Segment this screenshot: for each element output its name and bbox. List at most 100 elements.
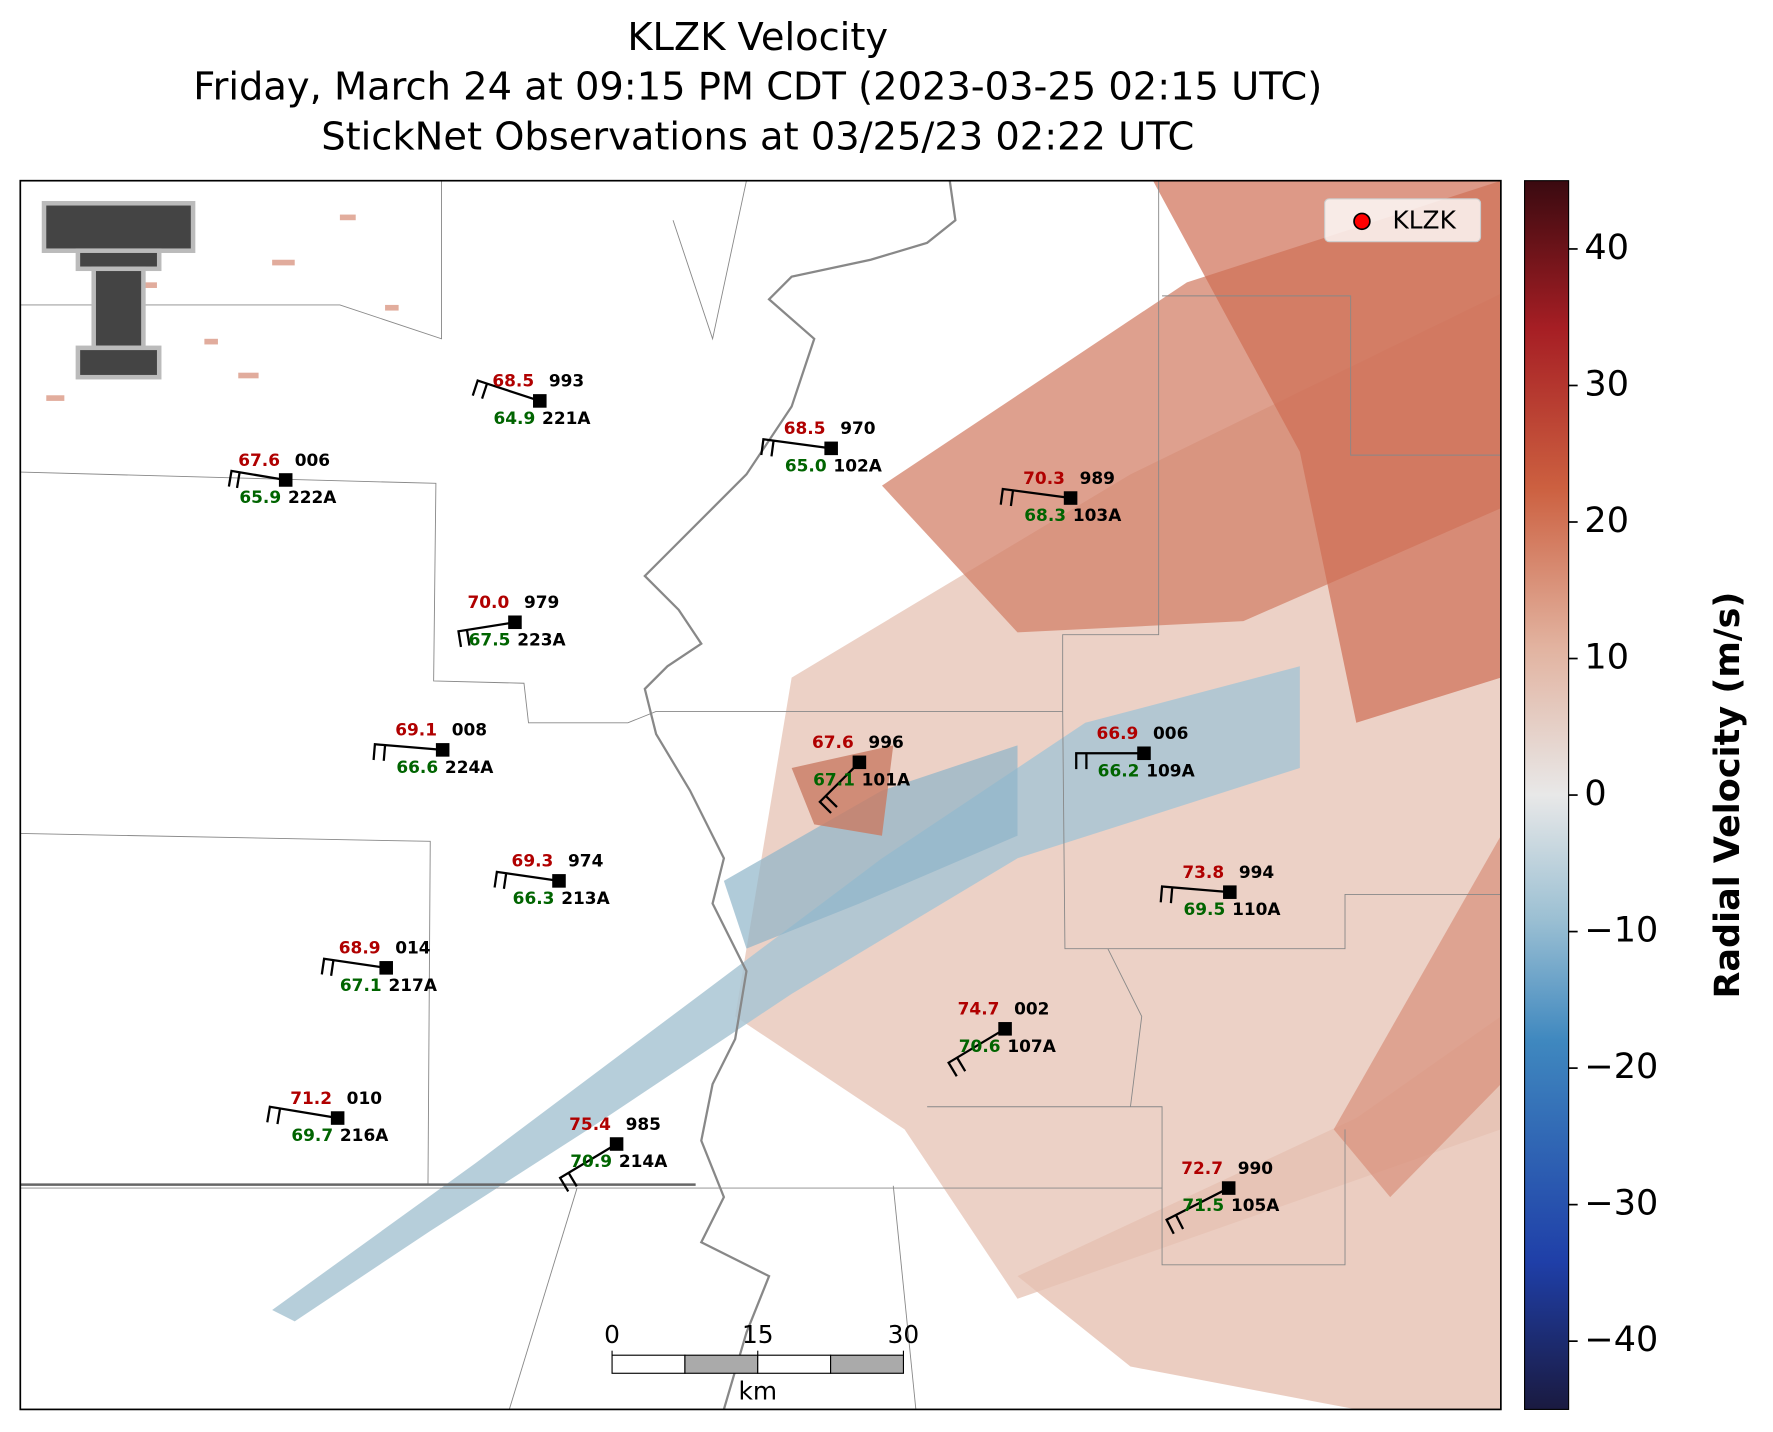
station-id: 223A bbox=[517, 629, 566, 649]
wind-barb bbox=[818, 761, 861, 814]
wind-barb bbox=[372, 743, 443, 761]
station-id: 102A bbox=[833, 455, 882, 475]
logo bbox=[41, 201, 196, 380]
dewpoint: 67.5 bbox=[469, 629, 511, 649]
colorbar-tick-label: 30 bbox=[1584, 364, 1629, 404]
station-id: 216A bbox=[340, 1125, 389, 1145]
station-marker bbox=[1137, 746, 1151, 761]
title-line: StickNet Observations at 03/25/23 02:22 … bbox=[321, 114, 1194, 159]
wind-barb bbox=[760, 438, 832, 457]
temperature: 68.5 bbox=[492, 371, 534, 391]
temperature: 69.3 bbox=[512, 851, 554, 871]
wind-barb bbox=[227, 469, 286, 489]
colorbar-tick-label: 10 bbox=[1584, 638, 1629, 678]
station-marker bbox=[330, 1111, 345, 1125]
station-marker bbox=[1221, 1181, 1236, 1195]
station-id: 101A bbox=[862, 769, 911, 789]
station-id: 109A bbox=[1146, 760, 1195, 780]
map-frame bbox=[19, 179, 1502, 1411]
station-id: 217A bbox=[388, 975, 437, 995]
pressure: 002 bbox=[1014, 999, 1049, 1019]
station-marker bbox=[533, 394, 547, 408]
legend-label: KLZK bbox=[1392, 205, 1456, 234]
station-id: 105A bbox=[1231, 1195, 1280, 1215]
wind-barb bbox=[947, 1027, 1006, 1077]
dewpoint: 67.1 bbox=[813, 769, 855, 789]
colorbar bbox=[1524, 180, 1570, 1410]
station-marker bbox=[1223, 885, 1237, 899]
scale-label: 15 bbox=[742, 1320, 774, 1349]
dewpoint: 65.0 bbox=[785, 455, 827, 475]
colorbar-tick-label: −30 bbox=[1584, 1184, 1658, 1224]
station-marker bbox=[824, 441, 838, 456]
pressure: 970 bbox=[840, 418, 875, 438]
pressure: 006 bbox=[295, 450, 330, 470]
dewpoint: 65.9 bbox=[239, 487, 281, 507]
dewpoint: 66.6 bbox=[396, 757, 438, 777]
legend-marker bbox=[1353, 212, 1371, 231]
temperature: 66.9 bbox=[1097, 723, 1139, 743]
wind-barb bbox=[493, 870, 560, 890]
dewpoint: 70.6 bbox=[959, 1036, 1001, 1056]
temperature: 67.6 bbox=[812, 732, 854, 752]
colorbar-tick-label: −20 bbox=[1584, 1047, 1658, 1087]
pressure: 014 bbox=[395, 938, 430, 958]
title-line: Friday, March 24 at 09:15 PM CDT (2023-0… bbox=[193, 65, 1322, 110]
scale-segment bbox=[684, 1354, 759, 1374]
title-line: KLZK Velocity bbox=[627, 15, 888, 60]
wind-barb bbox=[266, 1105, 338, 1125]
dewpoint: 70.9 bbox=[570, 1151, 612, 1171]
dewpoint: 68.3 bbox=[1024, 505, 1066, 525]
county-borders bbox=[20, 180, 1501, 1410]
pressure: 993 bbox=[549, 371, 584, 391]
colorbar-tick-label: 0 bbox=[1584, 774, 1606, 814]
scale-segment bbox=[830, 1354, 905, 1374]
wind-barb bbox=[320, 957, 387, 976]
dewpoint: 67.1 bbox=[340, 975, 382, 995]
temperature: 73.8 bbox=[1182, 862, 1224, 882]
wind-barb bbox=[471, 379, 541, 402]
dewpoint: 66.3 bbox=[513, 888, 555, 908]
temperature: 70.0 bbox=[468, 592, 510, 612]
temperature: 75.4 bbox=[569, 1114, 611, 1134]
temperature: 72.7 bbox=[1181, 1158, 1223, 1178]
station-id: 107A bbox=[1007, 1036, 1056, 1056]
dewpoint: 69.7 bbox=[291, 1125, 333, 1145]
pressure: 990 bbox=[1238, 1158, 1273, 1178]
wind-barb bbox=[1165, 1187, 1230, 1235]
temperature: 68.5 bbox=[784, 418, 826, 438]
station-marker bbox=[609, 1137, 624, 1151]
temperature: 71.2 bbox=[290, 1088, 332, 1108]
colorbar-tick-label: 20 bbox=[1584, 501, 1629, 541]
dewpoint: 69.5 bbox=[1184, 899, 1226, 919]
wind-barb bbox=[1159, 885, 1230, 904]
temperature: 74.7 bbox=[958, 999, 1000, 1019]
dewpoint: 66.2 bbox=[1098, 760, 1140, 780]
station-marker bbox=[852, 755, 867, 770]
pressure: 996 bbox=[868, 732, 903, 752]
scale-label: 30 bbox=[888, 1320, 920, 1349]
colorbar-tick-label: −10 bbox=[1584, 911, 1658, 951]
radar-field bbox=[46, 180, 1501, 1410]
pressure: 010 bbox=[347, 1088, 382, 1108]
wind-barb bbox=[558, 1143, 618, 1193]
temperature: 68.9 bbox=[339, 938, 381, 958]
station-marker bbox=[508, 615, 522, 630]
pressure: 989 bbox=[1080, 468, 1115, 488]
dewpoint: 71.5 bbox=[1182, 1195, 1224, 1215]
station-marker bbox=[1063, 491, 1078, 505]
wind-barb bbox=[457, 621, 516, 648]
temperature: 69.1 bbox=[395, 720, 437, 740]
pressure: 985 bbox=[626, 1114, 661, 1134]
temperature: 70.3 bbox=[1023, 468, 1065, 488]
river bbox=[643, 180, 957, 1410]
station-marker bbox=[278, 473, 293, 487]
legend: KLZK bbox=[1324, 198, 1482, 243]
station-marker bbox=[379, 961, 393, 975]
dewpoint: 64.9 bbox=[493, 408, 535, 428]
pressure: 974 bbox=[568, 851, 603, 871]
station-id: 214A bbox=[619, 1151, 668, 1171]
station-marker bbox=[998, 1022, 1012, 1036]
